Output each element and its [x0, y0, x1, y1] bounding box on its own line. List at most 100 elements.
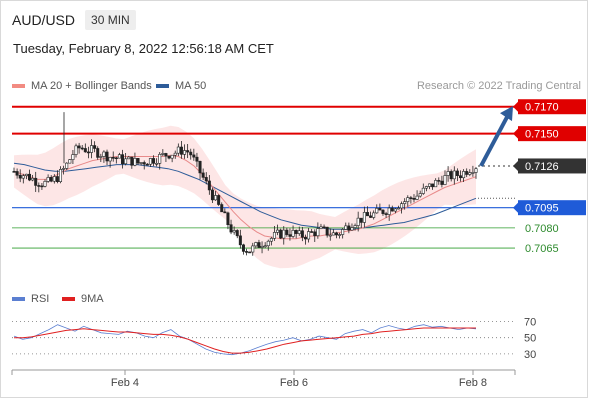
- candle-body: [396, 207, 400, 210]
- level-label-arrow-0.7095: [513, 202, 518, 213]
- candle-body: [353, 225, 357, 228]
- candle-body: [71, 154, 75, 160]
- candle-body: [155, 163, 159, 165]
- candle-body: [15, 171, 19, 176]
- candle-body: [266, 240, 270, 247]
- level-label-arrow-0.7170: [513, 101, 518, 112]
- candle-body: [462, 171, 466, 179]
- candle-body: [241, 244, 245, 252]
- candle-body: [214, 195, 218, 201]
- candle-body: [62, 168, 66, 170]
- candle-body: [338, 234, 342, 236]
- candle-body: [195, 156, 199, 162]
- level-label-arrow-0.7126: [513, 160, 518, 171]
- candle-body: [204, 177, 208, 182]
- candle-body: [356, 217, 360, 226]
- candle-body: [384, 213, 388, 215]
- candle-body: [400, 203, 404, 209]
- candle-body: [55, 176, 59, 182]
- level-label-0.7080: 0.7080: [525, 223, 559, 235]
- candle-body: [198, 160, 202, 174]
- candle-body: [12, 171, 16, 173]
- legend-rsi-label: RSI: [31, 293, 50, 305]
- candle-body: [468, 172, 472, 175]
- header: AUD/USD 30 MIN: [12, 10, 136, 30]
- candle-body: [133, 158, 137, 166]
- candle-body: [446, 171, 450, 176]
- candle-body: [347, 225, 351, 231]
- candle-body: [189, 151, 193, 156]
- candle-body: [350, 227, 354, 231]
- candle-body: [46, 177, 50, 182]
- rsi-tick-label-50: 50: [524, 333, 536, 345]
- candle-body: [136, 158, 140, 164]
- candle-body: [276, 229, 280, 233]
- candle-body: [294, 229, 298, 234]
- candle-body: [359, 217, 363, 223]
- candle-body: [111, 157, 115, 159]
- candle-body: [49, 177, 53, 182]
- candle-body: [59, 169, 63, 182]
- candle-body: [303, 236, 307, 240]
- candle-body: [40, 185, 44, 188]
- candle-body: [313, 231, 317, 237]
- candle-body: [362, 212, 366, 223]
- timeframe-badge[interactable]: 30 MIN: [85, 10, 136, 30]
- candle-body: [310, 231, 314, 233]
- candle-body: [152, 158, 156, 164]
- candle-body: [24, 173, 28, 177]
- candle-body: [341, 229, 345, 235]
- candle-body: [217, 195, 221, 205]
- candle-body: [471, 172, 475, 174]
- candle-body: [223, 211, 227, 214]
- legend-ma50: MA 50: [156, 80, 206, 92]
- candle-body: [183, 150, 187, 155]
- candle-body: [248, 251, 252, 254]
- candle-body: [80, 147, 84, 150]
- candle-body: [458, 175, 462, 179]
- candle-body: [427, 183, 431, 187]
- candle-body: [74, 145, 78, 155]
- candle-body: [272, 232, 276, 239]
- candle-body: [124, 158, 128, 165]
- level-label-box-0.7170: [518, 99, 586, 115]
- level-label-box-0.7150: [518, 126, 586, 142]
- symbol-title: AUD/USD: [12, 12, 76, 28]
- ma20-line: [13, 154, 477, 240]
- ma50-swatch: [156, 84, 169, 88]
- candle-body: [288, 234, 292, 237]
- candle-body: [93, 145, 97, 149]
- candle-body: [142, 162, 146, 165]
- candle-body: [334, 232, 338, 236]
- candle-body: [121, 154, 125, 165]
- candle-body: [409, 197, 413, 199]
- candle-body: [449, 171, 453, 180]
- candle-body: [455, 170, 459, 176]
- x-tick-label-0: Feb 4: [111, 377, 139, 389]
- candle-body: [440, 180, 444, 185]
- forecast-arrow-shaft: [479, 116, 509, 167]
- candle-body: [291, 229, 295, 237]
- rsi-9ma-line: [14, 327, 476, 354]
- candle-body: [474, 168, 478, 173]
- rsi-tick-label-30: 30: [524, 349, 536, 361]
- candle-body: [210, 189, 214, 201]
- legend-ma20: MA 20 + Bollinger Bands: [12, 80, 152, 92]
- candle-body: [186, 150, 190, 153]
- candle-body: [105, 151, 109, 162]
- candle-body: [378, 208, 382, 211]
- candle-body: [282, 229, 286, 239]
- candle-body: [18, 174, 22, 179]
- legend-9ma: 9MA: [62, 293, 104, 305]
- candle-body: [372, 212, 376, 218]
- level-label-arrow-0.7150: [513, 128, 518, 139]
- candle-body: [452, 170, 456, 180]
- candle-body: [381, 209, 385, 214]
- candle-body: [322, 226, 326, 229]
- candle-body: [412, 198, 416, 200]
- candle-body: [344, 225, 348, 230]
- x-tick-label-2: Feb 8: [459, 377, 487, 389]
- candle-body: [37, 185, 41, 187]
- candle-body: [179, 146, 183, 155]
- ma20-swatch: [12, 84, 25, 88]
